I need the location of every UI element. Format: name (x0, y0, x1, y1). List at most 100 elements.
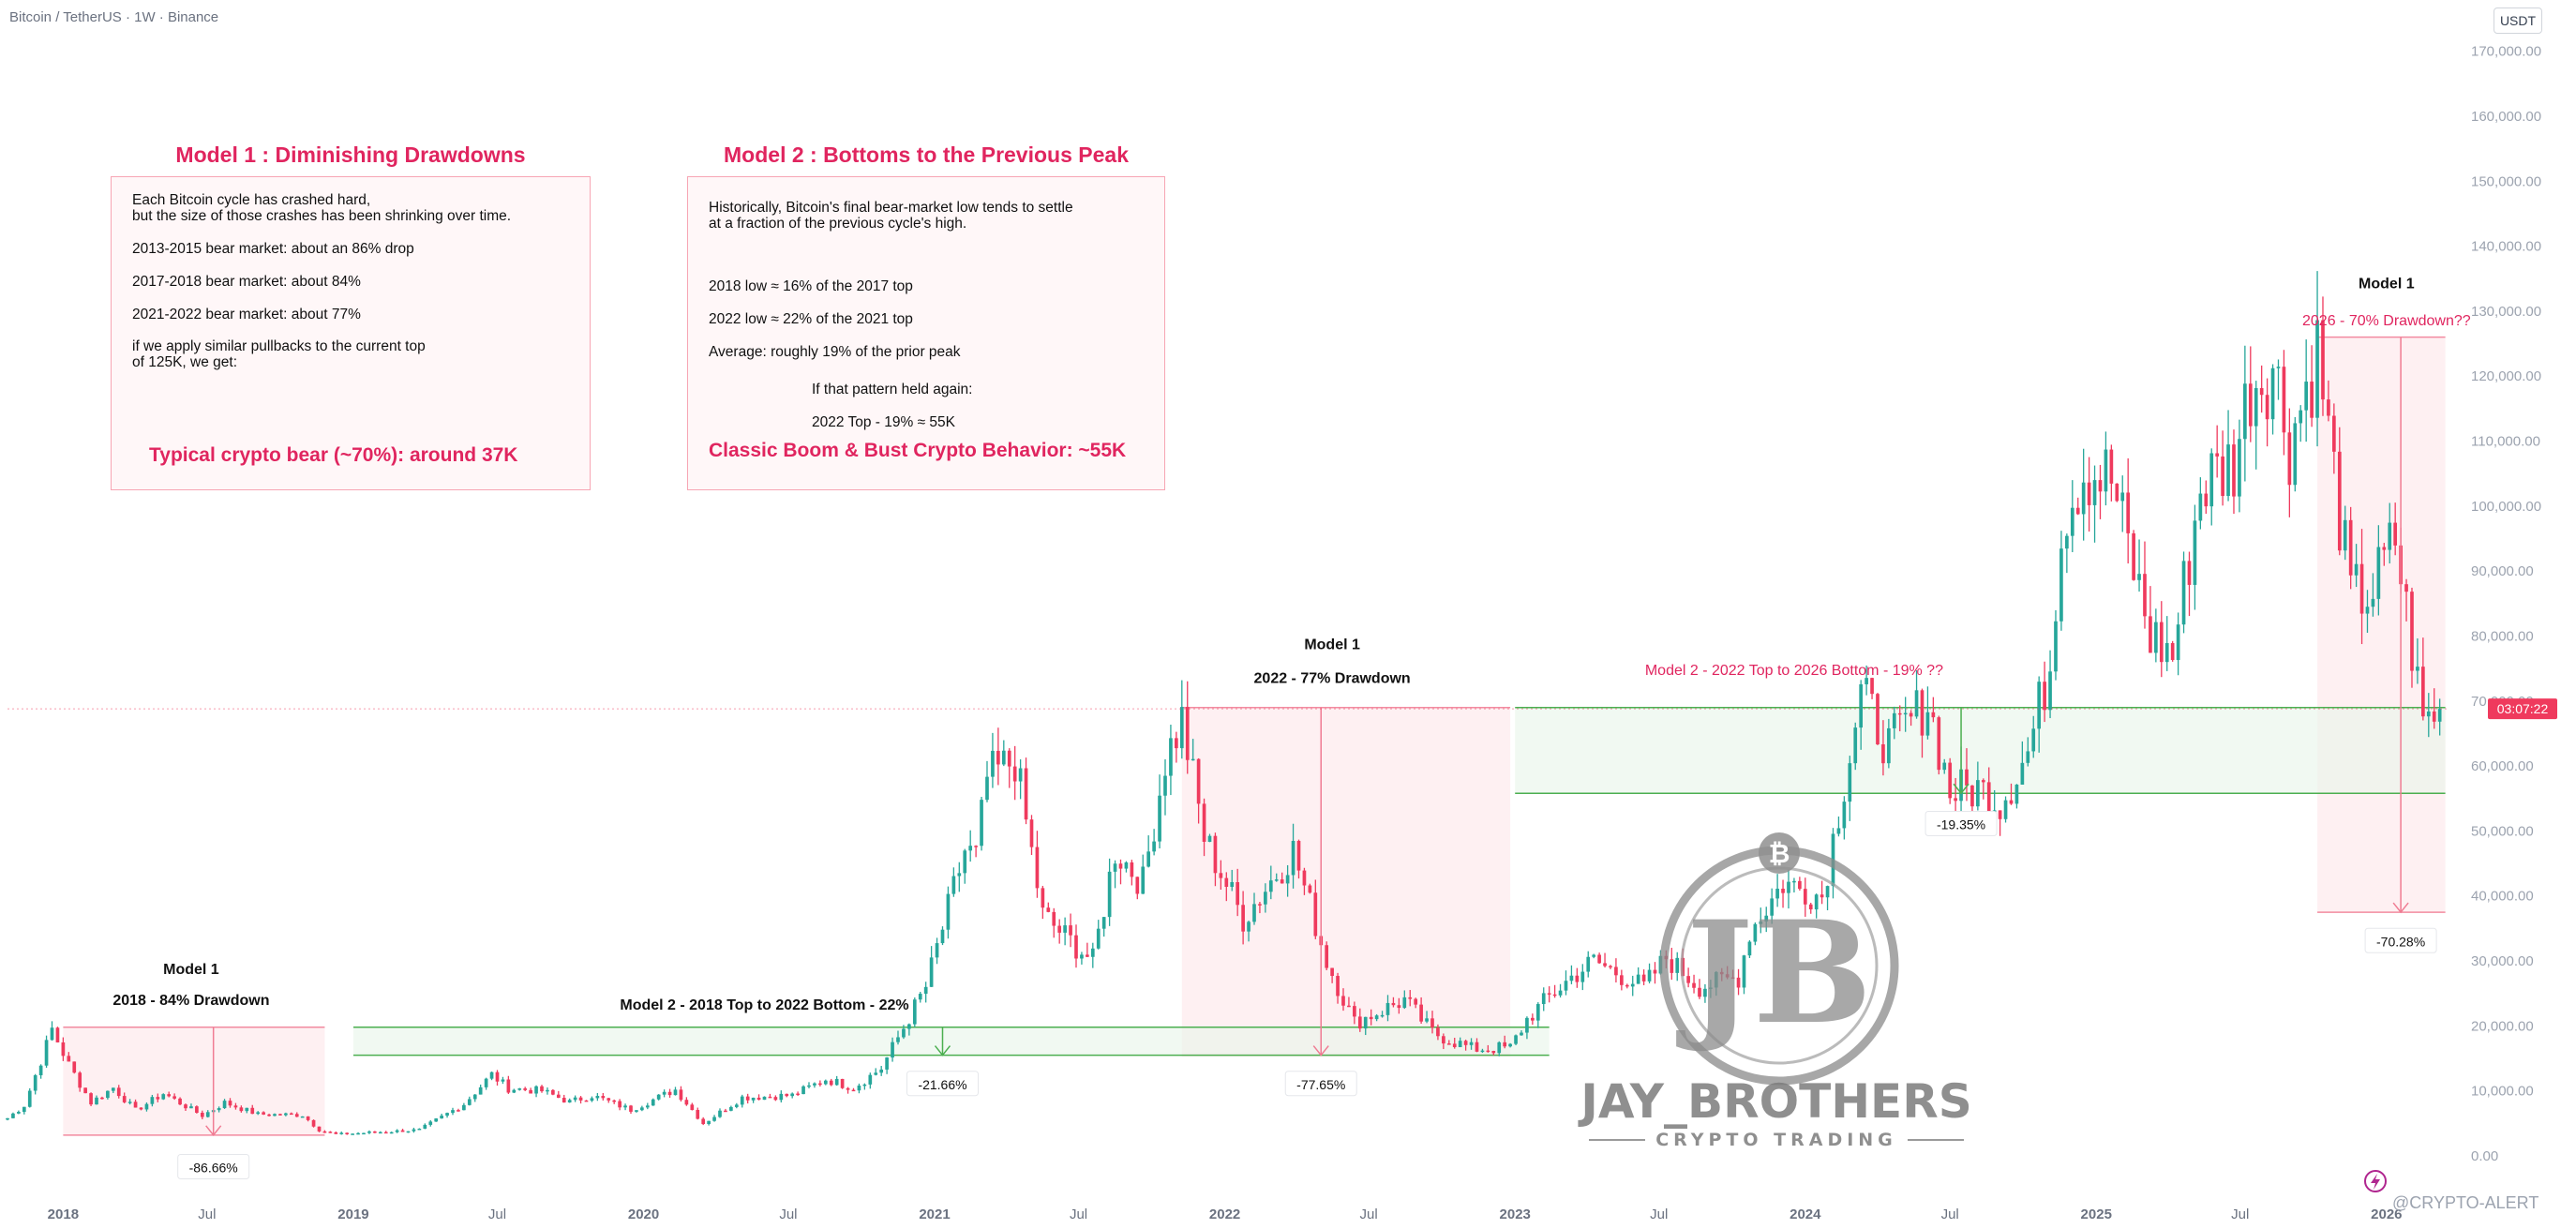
candle-body (618, 1101, 622, 1108)
candle-body (2437, 709, 2442, 722)
candle-body (1897, 712, 1902, 715)
candle-body (1725, 974, 1730, 978)
candle-body (55, 1027, 60, 1042)
candle-body (1730, 977, 1735, 980)
y-tick-label: 60,000.00 (2471, 758, 2534, 774)
candle-body (1408, 997, 1413, 999)
candle-body (1719, 971, 1724, 975)
candle-body (2126, 492, 2131, 533)
price-axis: 0.00 10,000.00 20,000.00 30,000.00 40,000.00… (7, 44, 2557, 1164)
candle-body (144, 1103, 149, 1110)
candle-body (1653, 969, 1657, 974)
candle-body (1285, 875, 1290, 884)
candle-body (1592, 954, 1596, 957)
candle-body (1029, 819, 1034, 847)
candle-body (2159, 622, 2164, 663)
candle-body (1018, 768, 1023, 782)
candle-body (779, 1093, 784, 1101)
candle-body (1920, 690, 1925, 736)
candle-body (651, 1099, 655, 1106)
candle-body (472, 1094, 477, 1100)
candle-body (2432, 711, 2436, 722)
x-tick-label: Jul (1941, 1207, 1959, 1222)
candle-body (1564, 981, 1568, 991)
candle-body (116, 1087, 121, 1097)
candle-body (2037, 682, 2042, 729)
candle-body (891, 1042, 894, 1058)
candle-body (918, 994, 922, 1000)
candle-body (1742, 955, 1746, 988)
candle-body (2299, 410, 2303, 424)
candle-body (306, 1116, 310, 1120)
candle-body (2137, 574, 2141, 580)
candle-body (178, 1098, 182, 1105)
candle-body (796, 1093, 800, 1096)
candle-body (2337, 451, 2342, 551)
candle-body (1531, 1017, 1535, 1021)
y-tick-label: 100,000.00 (2471, 499, 2541, 515)
candle-body (1169, 738, 1173, 776)
x-tick-label: 2024 (1790, 1207, 1821, 1222)
candle-body (562, 1098, 566, 1103)
candle-body (1264, 892, 1267, 905)
candle-body (61, 1042, 66, 1057)
drawdown-pct-label: -19.35% (1937, 817, 1985, 832)
candle-body (1086, 954, 1089, 957)
symbol-header[interactable]: Bitcoin / TetherUS · 1W · Binance (9, 9, 219, 25)
logo-monogram: JB (1676, 891, 1872, 1056)
annotation-labels: Model 1 2018 - 84% Drawdown Model 2 - 2018… (112, 277, 2470, 1013)
candle-body (1152, 841, 1156, 852)
candle-body (451, 1110, 455, 1114)
candle-body (1798, 880, 1802, 890)
candle-body (823, 1080, 828, 1085)
currency-button[interactable]: USDT (2494, 7, 2542, 34)
arrow-head (205, 1125, 222, 1137)
candle-body (106, 1090, 110, 1099)
candle-body (1397, 1005, 1401, 1009)
candle-body (256, 1112, 261, 1115)
y-tick-label: 170,000.00 (2471, 44, 2541, 60)
candle-body (595, 1096, 600, 1099)
candle-body (195, 1106, 199, 1113)
candle-body (1491, 1051, 1496, 1054)
candle-body (1586, 956, 1591, 972)
candle-body (773, 1097, 778, 1101)
x-tick-label: Jul (1360, 1207, 1378, 1222)
x-tick-label: 2021 (919, 1207, 950, 1222)
candle-body (239, 1107, 244, 1112)
candle-body (2243, 383, 2247, 440)
candle-body (1986, 782, 1991, 818)
pct-label-box (1284, 1071, 1357, 1097)
candle-body (2348, 519, 2353, 576)
candle-body (2143, 574, 2147, 617)
candle-body (1547, 993, 1551, 995)
x-tick-label: 2019 (337, 1207, 368, 1222)
candle-body (2354, 563, 2359, 576)
drawdown-zone (1181, 707, 1511, 1056)
candle-body (862, 1084, 867, 1087)
x-tick-label: 2022 (1209, 1207, 1240, 1222)
candle-body (2109, 449, 2114, 484)
candle-body (72, 1061, 77, 1073)
candle-body (517, 1088, 522, 1090)
candle-body (373, 1131, 377, 1133)
candle-body (2149, 616, 2152, 653)
candle-body (1909, 712, 1913, 717)
lightning-icon[interactable] (2362, 1168, 2389, 1194)
candle-body (912, 999, 917, 1025)
candle-body (1080, 954, 1084, 959)
candle-body (2404, 584, 2408, 592)
candle-body (1853, 727, 1858, 764)
model1-line: 2013-2015 bear market: about an 86% drop (132, 241, 414, 257)
candle-body (1419, 1004, 1423, 1022)
x-tick-label: Jul (1650, 1207, 1668, 1222)
model2-panel: Historically, Bitcoin's final bear-marke… (687, 176, 1165, 490)
y-tick-label: 30,000.00 (2471, 953, 2534, 969)
candle-body (612, 1100, 617, 1102)
candle-body (2009, 800, 2014, 804)
candle-body (2282, 367, 2286, 433)
candle-body (2176, 624, 2180, 661)
candle-body (1764, 915, 1769, 922)
candle-body (768, 1096, 772, 1099)
